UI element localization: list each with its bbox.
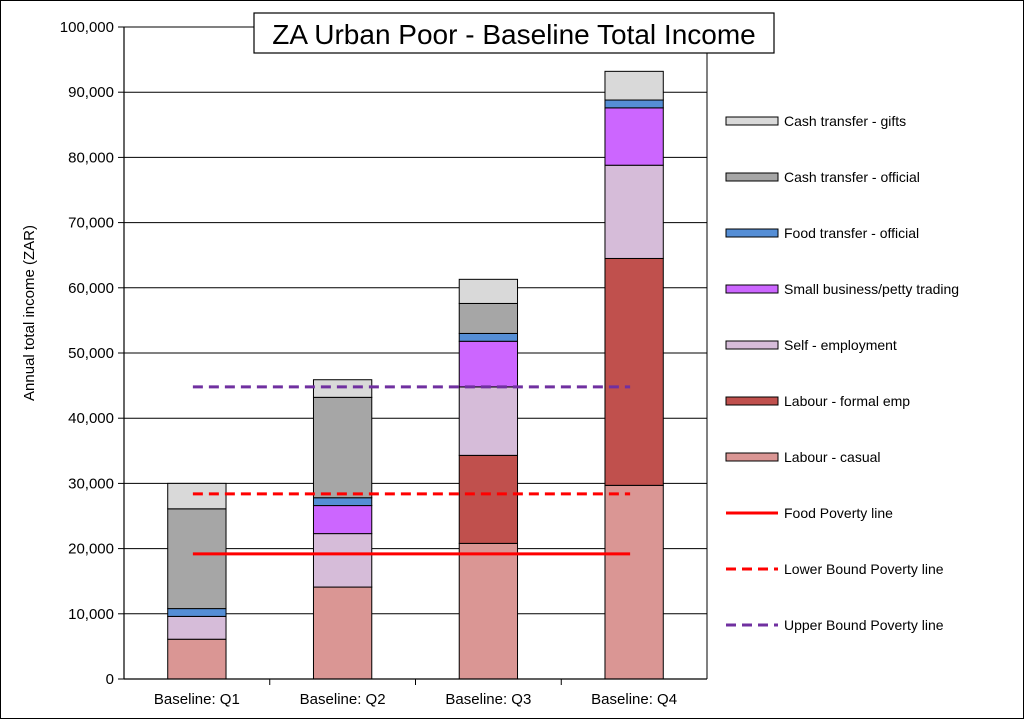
y-tick-label: 40,000 bbox=[68, 410, 114, 427]
bar-segment bbox=[312, 586, 373, 680]
legend-swatch bbox=[725, 116, 779, 126]
legend-swatch bbox=[725, 172, 779, 182]
bar-segment bbox=[167, 508, 227, 610]
legend-label: Cash transfer - official bbox=[784, 169, 920, 185]
bars bbox=[167, 70, 664, 680]
y-tick-label: 100,000 bbox=[60, 19, 114, 36]
legend-label: Food Poverty line bbox=[784, 505, 893, 521]
y-tick-label: 70,000 bbox=[68, 215, 114, 232]
bar-segment bbox=[167, 608, 227, 617]
bar-segment bbox=[312, 533, 373, 588]
bar-segment bbox=[458, 542, 519, 680]
bar-segment bbox=[167, 638, 227, 680]
bar-segment bbox=[458, 454, 519, 544]
legend-label: Labour - formal emp bbox=[784, 393, 910, 409]
legend-label: Upper Bound Poverty line bbox=[784, 617, 944, 633]
legend-label: Self - employment bbox=[784, 337, 897, 353]
y-axis-label: Annual total income (ZAR) bbox=[21, 225, 38, 401]
bar-segment bbox=[458, 278, 519, 304]
y-tick-label: 60,000 bbox=[68, 280, 114, 297]
bar-segment bbox=[458, 302, 519, 334]
y-tick-label: 10,000 bbox=[68, 606, 114, 623]
legend-label: Food transfer - official bbox=[784, 225, 919, 241]
bar-segment bbox=[604, 99, 664, 109]
y-tick-label: 0 bbox=[106, 671, 114, 688]
y-tick-label: 30,000 bbox=[68, 475, 114, 492]
bar-segment bbox=[458, 386, 519, 456]
legend-label: Lower Bound Poverty line bbox=[784, 561, 944, 577]
y-tick-label: 20,000 bbox=[68, 541, 114, 558]
legend-swatch bbox=[725, 228, 779, 238]
legend-swatch bbox=[725, 284, 779, 294]
bar-segment bbox=[312, 505, 373, 535]
bar-segment bbox=[312, 497, 373, 507]
x-tick-label: Baseline: Q3 bbox=[445, 691, 531, 708]
bar-segment bbox=[167, 615, 227, 640]
bar-segment bbox=[458, 332, 519, 342]
bar-segment bbox=[604, 70, 664, 101]
bar-segment bbox=[458, 340, 519, 388]
legend-swatch bbox=[725, 396, 779, 406]
legend-label: Cash transfer - gifts bbox=[784, 113, 906, 129]
legend-swatch bbox=[725, 452, 779, 462]
bar-segment bbox=[604, 107, 664, 166]
y-tick-label: 90,000 bbox=[68, 84, 114, 101]
x-tick-label: Baseline: Q4 bbox=[591, 691, 677, 708]
y-tick-label: 50,000 bbox=[68, 345, 114, 362]
chart-title: ZA Urban Poor - Baseline Total Income bbox=[272, 19, 756, 50]
x-tick-label: Baseline: Q2 bbox=[300, 691, 386, 708]
chart-title-box: ZA Urban Poor - Baseline Total Income bbox=[253, 12, 775, 54]
poverty-lines bbox=[192, 385, 631, 556]
bar-segment bbox=[604, 484, 664, 680]
x-tick-label: Baseline: Q1 bbox=[154, 691, 240, 708]
bar-segment bbox=[167, 482, 227, 510]
legend-swatch bbox=[725, 340, 779, 350]
legend-label: Small business/petty trading bbox=[784, 281, 959, 297]
bar-segment bbox=[312, 396, 373, 499]
legend-label: Labour - casual bbox=[784, 449, 881, 465]
bar-segment bbox=[604, 257, 664, 486]
bar-segment bbox=[604, 164, 664, 259]
y-tick-label: 80,000 bbox=[68, 149, 114, 166]
legend: Cash transfer - gifts Cash transfer - off… bbox=[725, 113, 959, 633]
y-axis-ticks: 0 10,000 20,000 30,000 40,000 50,000 60,000 70,… bbox=[60, 19, 124, 688]
bar-segment bbox=[312, 379, 373, 398]
x-axis-ticks: Baseline: Q1 Baseline: Q2 Baseline: Q3 Base… bbox=[154, 679, 677, 708]
